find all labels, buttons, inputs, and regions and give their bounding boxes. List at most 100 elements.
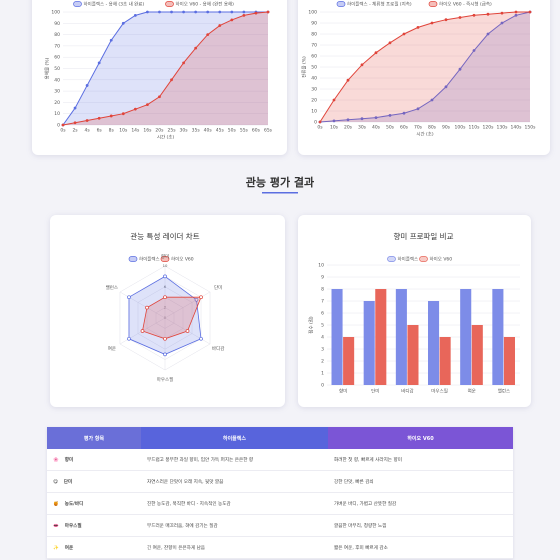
x-tick-label: 8s (109, 128, 115, 134)
x-tick-label: 45s (216, 128, 225, 134)
point (170, 78, 173, 82)
x-tick-label: 바디감 (401, 388, 413, 395)
point (332, 98, 336, 102)
point (145, 305, 149, 310)
area (320, 12, 530, 122)
point (472, 49, 476, 52)
row-label: 향미 (64, 457, 74, 463)
y-tick-label: 40 (54, 77, 60, 83)
point (206, 10, 210, 14)
point (109, 38, 113, 42)
y-tick-label: 9 (321, 275, 324, 281)
point (73, 106, 77, 110)
item-cell: 😋 단미 (47, 470, 141, 493)
cell: 부드러운 매끄러움, 혀에 감기는 질감 (141, 514, 328, 537)
legend-label: 하이플렉스 (398, 256, 419, 263)
point (127, 336, 131, 341)
row-label: 농도/바디 (64, 501, 84, 507)
point (73, 121, 77, 125)
card (50, 215, 285, 407)
y-tick-label: 4 (321, 335, 324, 341)
y-tick-label: 20 (311, 98, 317, 104)
y-tick-label: 50 (54, 66, 60, 72)
bar (439, 337, 451, 385)
y-tick-label: 0 (321, 383, 324, 389)
legend-swatch (73, 1, 82, 7)
point (218, 24, 222, 27)
line (319, 11, 530, 123)
x-tick-label: 30s (358, 125, 367, 131)
x-tick-label: 14s (131, 128, 140, 134)
cell: 깔끔한 마무리, 청량한 느낌 (328, 514, 513, 537)
x-tick-label: 마우스필 (431, 388, 448, 395)
card (32, 0, 287, 155)
y-tick-label: 1 (321, 371, 324, 377)
y-tick-label: 70 (54, 43, 60, 49)
point (121, 112, 125, 116)
point (182, 10, 185, 14)
x-tick-label: 향미 (339, 388, 347, 395)
point (218, 10, 222, 14)
x-tick-label: 50s (228, 128, 237, 134)
point (170, 10, 173, 14)
point (346, 78, 350, 82)
point (444, 85, 448, 89)
point (194, 297, 199, 302)
y-tick-label: 50 (311, 65, 317, 71)
y-tick-label: 30 (54, 89, 60, 95)
x-axis-label: 시간 (초) (416, 131, 434, 138)
point (528, 10, 532, 14)
x-tick-label: 140s (511, 125, 523, 131)
point (266, 10, 270, 14)
x-tick-label: 밸런스 (498, 388, 510, 395)
legend-label: 하이오 V60 (430, 256, 453, 263)
y-tick-label: 7 (321, 299, 324, 305)
point (109, 114, 113, 118)
cell: 부드럽고 풍부한 과일 향미, 입안 가득 퍼지는 은은한 향 (141, 449, 328, 471)
y-tick-label: 6 (321, 311, 324, 317)
x-tick-label: 50s (386, 125, 395, 131)
point (163, 352, 167, 357)
point (185, 329, 190, 333)
row-icon: ✨ (53, 545, 59, 551)
x-tick-label: 120s (483, 125, 495, 131)
legend-label: 하이오 V60 - 즉시형 (급속) (439, 1, 492, 8)
chart-title: 관능 특성 레이더 차트 (130, 231, 199, 241)
cell: 짧은 여운, 후미 빠르게 감소 (328, 536, 513, 559)
x-tick-label: 20s (344, 125, 353, 131)
point (194, 10, 198, 14)
point (254, 11, 258, 15)
comparison-table: 평가 항목 하이플렉스 하이오 V60 🌸 향미 부드럽고 풍부한 과일 향미, 입안 … (47, 427, 513, 559)
point (199, 295, 203, 300)
y-tick-label: 60 (54, 55, 60, 61)
legend-swatch (336, 1, 346, 7)
point (146, 10, 149, 14)
cell: 긴 여운, 잔향이 은은하게 남음 (141, 536, 328, 559)
cell: 가벼운 바디, 가볍고 산뜻한 질감 (328, 492, 513, 515)
x-tick-label: 40s (204, 128, 213, 134)
row-icon: 😋 (53, 479, 58, 485)
x-axis-label: 시간 (초) (157, 134, 175, 141)
x-tick-label: 2s (72, 128, 78, 134)
legend-swatch (419, 256, 428, 262)
item-cell: 👄 마우스필 (47, 514, 141, 537)
point (121, 21, 125, 25)
point (514, 10, 518, 14)
card (298, 0, 550, 155)
x-tick-label: 150s (525, 125, 537, 131)
point (500, 11, 504, 15)
point (416, 107, 420, 111)
point (85, 119, 89, 122)
y-tick-label: 0 (314, 120, 317, 126)
x-tick-label: 80s (428, 125, 437, 131)
r-tick-label: 0 (164, 315, 167, 320)
line (62, 11, 269, 126)
y-axis-label: 용해율 (%) (44, 57, 51, 79)
point (346, 118, 350, 122)
point (230, 10, 234, 14)
x-tick-label: 25s (167, 128, 176, 134)
r-tick-label: 10 (163, 263, 168, 268)
y-tick-label: 90 (54, 21, 60, 27)
point (230, 18, 234, 22)
